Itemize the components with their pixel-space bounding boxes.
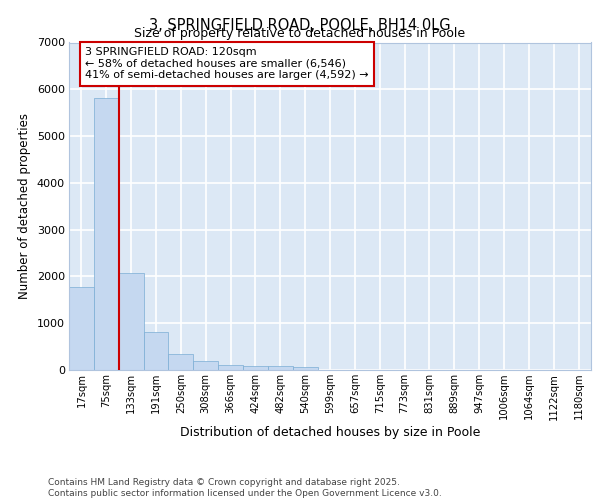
Bar	[218, 365, 243, 370]
Bar	[268, 366, 293, 370]
Text: Size of property relative to detached houses in Poole: Size of property relative to detached ho…	[134, 28, 466, 40]
Bar	[69, 286, 94, 370]
Bar	[119, 273, 143, 370]
Bar	[94, 98, 119, 370]
Text: 3 SPRINGFIELD ROAD: 120sqm
← 58% of detached houses are smaller (6,546)
41% of s: 3 SPRINGFIELD ROAD: 120sqm ← 58% of deta…	[85, 47, 369, 80]
Y-axis label: Number of detached properties: Number of detached properties	[18, 114, 31, 299]
Bar	[193, 361, 218, 370]
Bar	[143, 332, 169, 370]
Bar	[169, 354, 193, 370]
Bar	[243, 366, 268, 370]
Text: 3, SPRINGFIELD ROAD, POOLE, BH14 0LG: 3, SPRINGFIELD ROAD, POOLE, BH14 0LG	[149, 18, 451, 32]
Bar	[293, 368, 317, 370]
Text: Contains HM Land Registry data © Crown copyright and database right 2025.
Contai: Contains HM Land Registry data © Crown c…	[48, 478, 442, 498]
X-axis label: Distribution of detached houses by size in Poole: Distribution of detached houses by size …	[180, 426, 480, 440]
